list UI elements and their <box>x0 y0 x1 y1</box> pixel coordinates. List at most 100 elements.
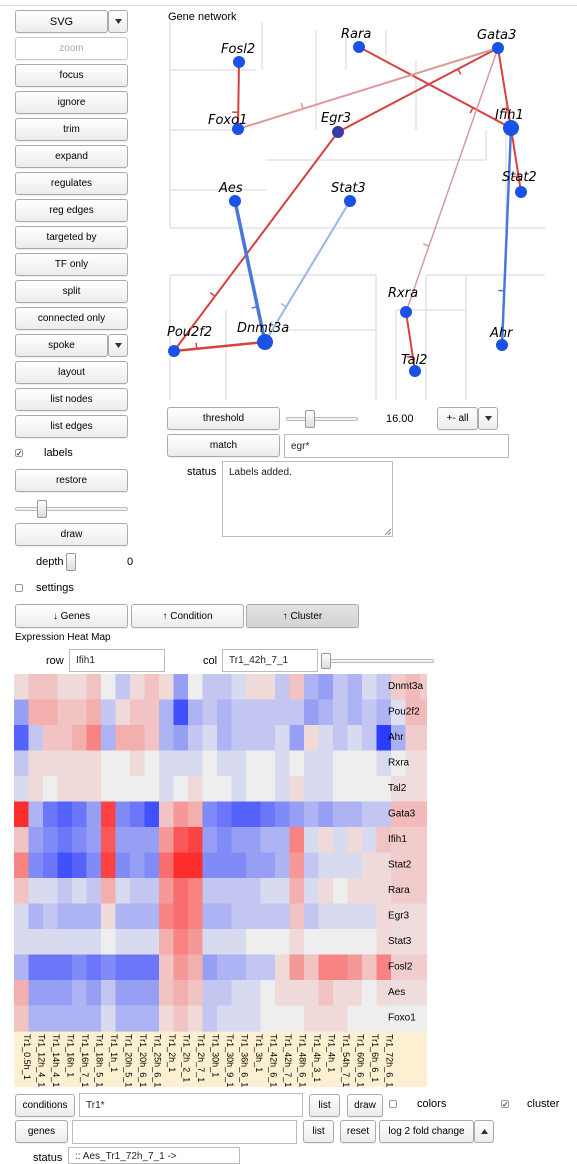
heatmap-cell[interactable] <box>43 980 59 1007</box>
heatmap-col-label[interactable]: Tr1_42h_6_1 <box>269 1034 279 1087</box>
heatmap-cell[interactable] <box>231 750 247 777</box>
heatmap-cell[interactable] <box>304 852 320 879</box>
heatmap-cell[interactable] <box>333 699 349 726</box>
edge-stat3-dnmt3a[interactable] <box>264 200 351 343</box>
heatmap-cell[interactable] <box>217 852 233 879</box>
heatmap-cell[interactable] <box>391 852 407 879</box>
heatmap-cell[interactable] <box>318 750 334 777</box>
heatmap-cell[interactable] <box>57 827 73 854</box>
heatmap-cell[interactable] <box>115 699 131 726</box>
heatmap-cell[interactable] <box>333 903 349 930</box>
heatmap-cell[interactable] <box>57 801 73 828</box>
heatmap-cell[interactable] <box>275 852 291 879</box>
settings-checkbox[interactable] <box>15 584 23 592</box>
heatmap-cell[interactable] <box>260 750 276 777</box>
heatmap-cell[interactable] <box>14 852 30 879</box>
heatmap-cell[interactable] <box>86 954 102 981</box>
heatmap-cell[interactable] <box>304 1005 320 1032</box>
heatmap-cell[interactable] <box>376 750 392 777</box>
heatmap-cell[interactable] <box>144 980 160 1007</box>
heatmap-cell[interactable] <box>420 750 427 777</box>
heatmap-col-label[interactable]: Tr1_42h_7_1 <box>283 1034 293 1087</box>
connected-only-button[interactable]: connected only <box>15 307 128 330</box>
heatmap-col-label[interactable]: Tr1_6h_6_1 <box>370 1034 380 1082</box>
heatmap-cell[interactable] <box>362 1005 378 1032</box>
heatmap-draw-button[interactable]: draw <box>347 1094 383 1117</box>
node-tal2[interactable] <box>409 365 421 377</box>
heatmap-cell[interactable] <box>28 699 44 726</box>
heatmap-cell[interactable] <box>362 878 378 905</box>
heatmap-cell[interactable] <box>217 725 233 752</box>
heatmap-cell[interactable] <box>405 776 421 803</box>
heatmap-cell[interactable] <box>144 954 160 981</box>
heatmap-cell[interactable] <box>28 750 44 777</box>
heatmap-cell[interactable] <box>173 674 189 701</box>
heatmap-cell[interactable] <box>333 750 349 777</box>
heatmap-cell[interactable] <box>246 929 262 956</box>
heatmap-cell[interactable] <box>405 878 421 905</box>
heatmap-cell[interactable] <box>420 954 427 981</box>
heatmap-cell[interactable] <box>347 801 363 828</box>
heatmap-cell[interactable] <box>362 903 378 930</box>
heatmap-cell[interactable] <box>318 674 334 701</box>
heatmap-cell[interactable] <box>130 674 146 701</box>
heatmap-cell[interactable] <box>318 929 334 956</box>
heatmap-cell[interactable] <box>275 827 291 854</box>
heatmap-cell[interactable] <box>391 878 407 905</box>
heatmap-cell[interactable] <box>362 929 378 956</box>
layout-button[interactable]: layout <box>15 361 128 384</box>
heatmap-cell[interactable] <box>101 750 117 777</box>
heatmap-cell[interactable] <box>391 980 407 1007</box>
heatmap-cell[interactable] <box>333 725 349 752</box>
heatmap-cell[interactable] <box>304 903 320 930</box>
heatmap-cell[interactable] <box>347 776 363 803</box>
heatmap-col-slider-thumb[interactable] <box>321 653 331 669</box>
heatmap-cell[interactable] <box>246 801 262 828</box>
depth-slider-thumb[interactable] <box>66 553 76 571</box>
heatmap-cell[interactable] <box>101 699 117 726</box>
heatmap-cell[interactable] <box>173 852 189 879</box>
heatmap-cell[interactable] <box>115 1005 131 1032</box>
heatmap-cell[interactable] <box>14 776 30 803</box>
match-input[interactable]: egr* <box>284 434 509 458</box>
heatmap-cell[interactable] <box>202 980 218 1007</box>
heatmap-cell[interactable] <box>405 801 421 828</box>
heatmap-cell[interactable] <box>115 852 131 879</box>
regulates-button[interactable]: regulates <box>15 172 128 195</box>
heatmap-cell[interactable] <box>14 699 30 726</box>
heatmap-cell[interactable] <box>318 776 334 803</box>
heatmap-cell[interactable] <box>405 827 421 854</box>
heatmap-cell[interactable] <box>289 725 305 752</box>
heatmap-col-label[interactable]: Tr1_2h_1 <box>167 1034 177 1072</box>
restore-button[interactable]: restore <box>15 469 128 492</box>
heatmap-row-label[interactable]: Tal2 <box>388 783 407 794</box>
node-stat2[interactable] <box>515 186 527 198</box>
heatmap-cell[interactable] <box>202 929 218 956</box>
heatmap-cell[interactable] <box>362 699 378 726</box>
heatmap-cell[interactable] <box>391 1005 407 1032</box>
heatmap-cell[interactable] <box>289 980 305 1007</box>
heatmap-cell[interactable] <box>28 878 44 905</box>
heatmap-cell[interactable] <box>202 827 218 854</box>
heatmap-col-label[interactable]: Tr1_18h_5_1 <box>95 1034 105 1087</box>
svg-dropdown-toggle[interactable] <box>108 10 128 33</box>
heatmap-cell[interactable] <box>362 980 378 1007</box>
heatmap-cell[interactable] <box>347 929 363 956</box>
heatmap-cell[interactable] <box>72 878 88 905</box>
node-pou2f2[interactable] <box>168 345 180 357</box>
labels-checkbox[interactable]: ✓ <box>15 449 23 458</box>
heatmap-cell[interactable] <box>159 699 175 726</box>
heatmap-cell[interactable] <box>72 903 88 930</box>
heatmap-cell[interactable] <box>391 750 407 777</box>
node-foxo1[interactable] <box>232 123 244 135</box>
heatmap-cell[interactable] <box>14 903 30 930</box>
heatmap-row-label[interactable]: Ifih1 <box>388 834 407 845</box>
heatmap-cell[interactable] <box>101 674 117 701</box>
edge-ifih1-ahr[interactable] <box>500 126 513 347</box>
heatmap-cell[interactable] <box>173 750 189 777</box>
heatmap-cell[interactable] <box>28 852 44 879</box>
heatmap-cell[interactable] <box>420 801 427 828</box>
heatmap-cell[interactable] <box>217 878 233 905</box>
heatmap-cell[interactable] <box>333 1005 349 1032</box>
threshold-slider[interactable] <box>286 410 358 428</box>
